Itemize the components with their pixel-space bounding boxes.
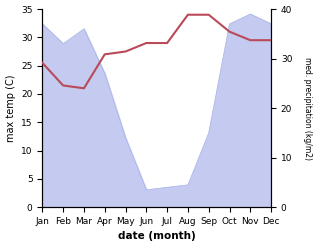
Y-axis label: max temp (C): max temp (C)	[5, 74, 16, 142]
X-axis label: date (month): date (month)	[118, 231, 196, 242]
Y-axis label: med. precipitation (kg/m2): med. precipitation (kg/m2)	[303, 57, 313, 160]
